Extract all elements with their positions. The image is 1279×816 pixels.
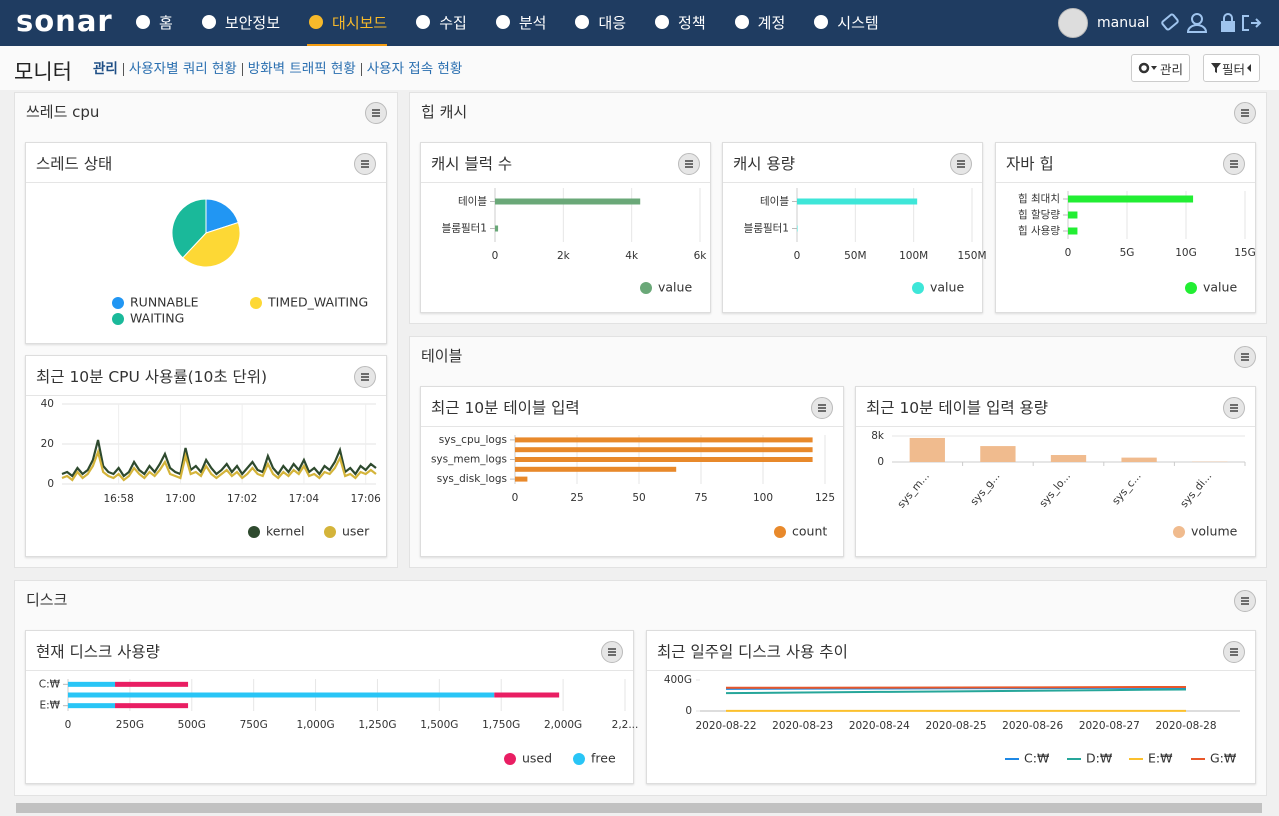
card: 캐시 용량	[722, 142, 983, 313]
menu-icon	[1230, 160, 1238, 168]
nav-item[interactable]: 보안정보	[200, 0, 280, 46]
menu-button[interactable]	[601, 641, 623, 663]
sub-header: 모니터 관리 사용자별 쿼리 현황 방화벽 트래픽 현황 사용자 접속 현황 관…	[0, 46, 1279, 90]
nav-item[interactable]: 정책	[653, 0, 706, 46]
menu-button[interactable]	[1234, 102, 1256, 124]
nav-icon	[814, 15, 829, 29]
filter-button[interactable]: 필터	[1203, 54, 1261, 82]
menu-icon	[1241, 109, 1249, 117]
nav-icon	[309, 15, 324, 29]
menu-button[interactable]	[950, 153, 972, 175]
card-title: 최근 일주일 디스크 사용 추이	[657, 643, 848, 661]
menu-icon	[685, 160, 693, 168]
menu-icon	[1230, 648, 1238, 656]
card-title: 자바 힙	[1006, 155, 1054, 173]
user-icons[interactable]	[1157, 11, 1267, 35]
card: 최근 10분 테이블 입력 용량	[855, 386, 1256, 557]
menu-icon	[608, 648, 616, 656]
card-title: 스레드 상태	[36, 155, 113, 173]
logo[interactable]: sonar	[16, 4, 113, 38]
menu-button[interactable]	[811, 397, 833, 419]
menu-button[interactable]	[354, 366, 376, 388]
card: 최근 10분 CPU 사용률(10초 단위)	[25, 355, 387, 557]
nav-icon	[575, 15, 590, 29]
card-title: 최근 10분 테이블 입력 용량	[866, 399, 1049, 417]
menu-button[interactable]	[1223, 397, 1245, 419]
section-title: 쓰레드 cpu	[26, 103, 100, 121]
card-title: 최근 10분 CPU 사용률(10초 단위)	[36, 368, 268, 386]
nav-item[interactable]: 대시보드	[307, 0, 388, 46]
nav-label: 분석	[518, 13, 547, 32]
card: 최근 10분 테이블 입력	[420, 386, 844, 557]
menu-icon	[1230, 404, 1238, 412]
card-title: 현재 디스크 사용량	[36, 643, 160, 661]
nav-item[interactable]: 계정	[733, 0, 786, 46]
section-title: 테이블	[421, 347, 463, 365]
card: 현재 디스크 사용량	[25, 630, 634, 784]
menu-button[interactable]	[1234, 590, 1256, 612]
menu-button[interactable]	[1223, 641, 1245, 663]
nav-label: 계정	[757, 13, 786, 32]
menu: 홈 보안정보 대시보드 수집 분석 대응 정책 계정 시스템	[134, 0, 906, 46]
nav-item[interactable]: 시스템	[812, 0, 879, 46]
page-link[interactable]: 방화벽 트래픽 현황	[241, 62, 361, 76]
card: 스레드 상태	[25, 142, 387, 344]
menu-button[interactable]	[365, 102, 387, 124]
manage-button[interactable]: 관리	[1131, 54, 1191, 82]
menu-icon	[372, 109, 380, 117]
user-area: manual	[1058, 8, 1267, 38]
menu-icon	[1241, 353, 1249, 361]
nav-label: 보안정보	[224, 13, 281, 32]
scroll-thumb[interactable]	[16, 803, 1262, 813]
nav-label: 정책	[678, 13, 706, 32]
nav-icon	[416, 15, 431, 29]
nav-label: 홈	[159, 13, 173, 32]
nav-icon	[136, 15, 150, 29]
nav-item[interactable]: 분석	[494, 0, 547, 46]
nav-icon	[495, 15, 510, 29]
card-title: 최근 10분 테이블 입력	[431, 399, 580, 417]
card-title: 캐시 블럭 수	[431, 155, 513, 173]
section-title: 힙 캐시	[421, 103, 468, 121]
page-links: 관리 사용자별 쿼리 현황 방화벽 트래픽 현황 사용자 접속 현황	[93, 61, 468, 77]
nav-label: 시스템	[837, 13, 879, 32]
menu-button[interactable]	[354, 153, 376, 175]
nav-item[interactable]: 대응	[573, 0, 626, 46]
nav-icon	[734, 15, 749, 29]
menu-icon	[818, 404, 826, 412]
card: 자바 힙	[995, 142, 1256, 313]
nav-label: 수집	[439, 13, 467, 32]
nav-item[interactable]: 수집	[414, 0, 467, 46]
nav-label: 대시보드	[332, 13, 388, 32]
menu-icon	[1241, 597, 1249, 605]
page-title: 모니터	[14, 60, 72, 84]
page-link[interactable]: 사용자별 쿼리 현황	[122, 62, 242, 76]
page-link[interactable]: 사용자 접속 현황	[360, 62, 468, 76]
nav-label: 대응	[598, 13, 627, 32]
page-link[interactable]: 관리	[93, 61, 118, 77]
section-title: 디스크	[26, 591, 68, 609]
card: 캐시 블럭 수	[420, 142, 711, 313]
card-title: 캐시 용량	[733, 155, 795, 173]
nav-item[interactable]: 홈	[134, 0, 173, 46]
nav-icon	[201, 15, 216, 29]
menu-button[interactable]	[1234, 346, 1256, 368]
top-nav: sonar 홈 보안정보 대시보드 수집 분석 대응 정책 계정 시스템 manual	[0, 0, 1279, 46]
menu-icon	[361, 373, 369, 381]
button-label: 관리	[1160, 61, 1184, 77]
button-label: 필터	[1222, 61, 1246, 77]
menu-icon	[957, 160, 965, 168]
scrollbar[interactable]	[0, 800, 1279, 816]
user-name[interactable]: manual	[1097, 15, 1150, 31]
menu-icon	[361, 160, 369, 168]
card: 최근 일주일 디스크 사용 추이	[646, 630, 1256, 784]
avatar[interactable]	[1058, 8, 1088, 38]
menu-button[interactable]	[1223, 153, 1245, 175]
menu-button[interactable]	[678, 153, 700, 175]
nav-icon	[655, 15, 670, 29]
